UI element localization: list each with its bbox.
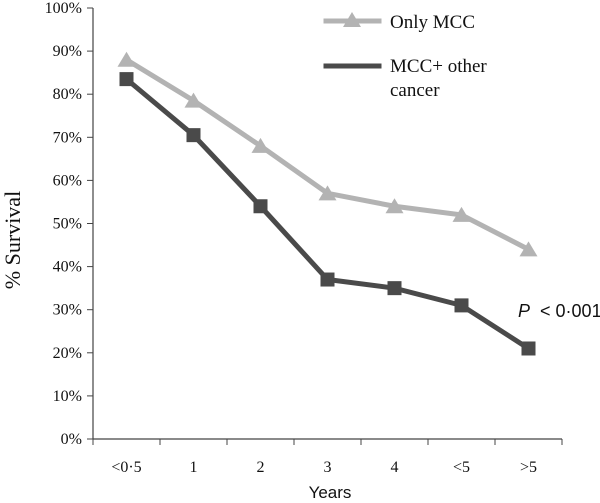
x-tick-label: <5 xyxy=(453,459,470,476)
y-tick-label: 20% xyxy=(53,345,82,362)
y-tick-label: 60% xyxy=(53,172,82,189)
x-axis-label: Years xyxy=(309,483,352,502)
y-axis-label: % Survival xyxy=(0,191,25,289)
legend: Only MCC MCC+ other cancer xyxy=(323,12,492,101)
y-tick-label: 30% xyxy=(53,302,82,319)
data-point-only-mcc xyxy=(519,241,538,257)
x-tick-label: <0·5 xyxy=(111,459,141,476)
data-point-mcc-other-cancer xyxy=(253,199,268,214)
p-value-annotation: P < 0·001 xyxy=(518,301,600,321)
data-point-only-mcc xyxy=(251,137,270,153)
data-point-mcc-other-cancer xyxy=(387,281,402,296)
y-tick-label: 100% xyxy=(45,0,82,17)
data-point-only-mcc xyxy=(117,51,136,67)
data-point-mcc-other-cancer xyxy=(454,298,469,313)
x-tick-label: 1 xyxy=(190,459,198,476)
y-tick-label: 70% xyxy=(53,129,82,146)
series-mcc-other-cancer xyxy=(119,72,536,356)
text-layer: % Survival Years P < 0·001 xyxy=(0,191,600,502)
y-tick-label: 0% xyxy=(61,431,82,448)
data-point-mcc-other-cancer xyxy=(521,341,536,356)
y-tick-label: 10% xyxy=(53,388,82,405)
axis-layer: 0% 10% 20% 30% 40% 50% 60% 70% 80% 90% 100% <0·5 1 2… xyxy=(45,0,563,476)
legend-label-only-mcc: Only MCC xyxy=(390,12,475,33)
series-only-mcc xyxy=(117,51,538,257)
data-point-only-mcc xyxy=(452,206,471,222)
p-label: P xyxy=(518,301,530,321)
x-tick-label: >5 xyxy=(520,459,537,476)
legend-label-mcc-other-line-2: cancer xyxy=(390,80,440,101)
legend-label-mcc-other-line-1: MCC+ other xyxy=(390,56,487,77)
y-tick-label: 50% xyxy=(53,216,82,233)
x-tick-label: 4 xyxy=(391,459,399,476)
data-point-only-mcc xyxy=(385,198,404,214)
data-point-only-mcc xyxy=(318,185,337,201)
legend-marker-only-mcc xyxy=(343,12,361,27)
x-tick-label: 2 xyxy=(257,459,265,476)
x-tick-label: 3 xyxy=(324,459,332,476)
y-tick-label: 40% xyxy=(53,259,82,276)
x-ticks: <0·5 1 2 3 4 <5 >5 xyxy=(92,439,563,476)
y-ticks: 0% 10% 20% 30% 40% 50% 60% 70% 80% 90% 100% xyxy=(45,0,93,448)
data-point-mcc-other-cancer xyxy=(119,72,134,87)
y-tick-label: 90% xyxy=(53,43,82,60)
data-point-mcc-other-cancer xyxy=(186,128,201,143)
y-tick-label: 80% xyxy=(53,86,82,103)
data-point-only-mcc xyxy=(184,92,203,108)
legend-label-mcc-other: MCC+ other cancer xyxy=(390,56,492,101)
data-point-mcc-other-cancer xyxy=(320,272,335,287)
p-value-text: < 0·001 xyxy=(540,301,600,321)
series-layer xyxy=(117,51,538,356)
